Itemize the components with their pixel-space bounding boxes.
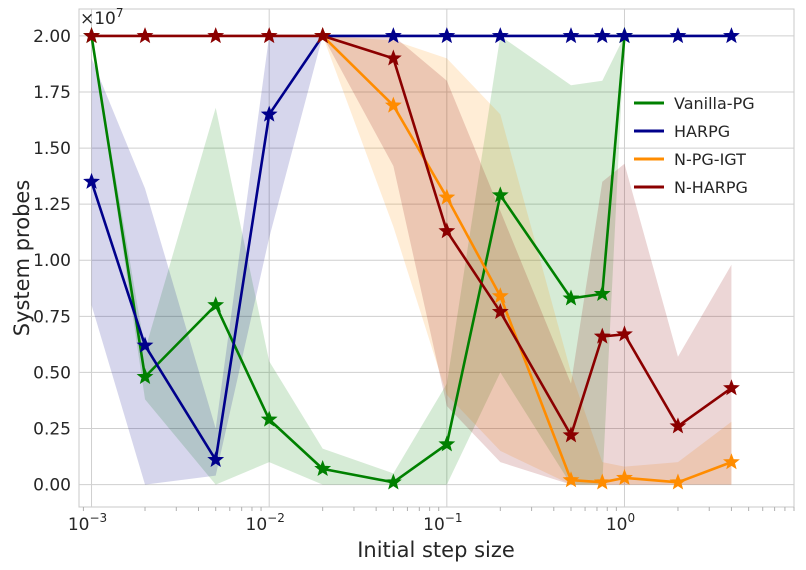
marker-harpg: [438, 27, 456, 44]
marker-harpg: [207, 451, 225, 468]
offset-exponent: 7: [116, 6, 124, 20]
marker-n-harpg: [438, 222, 456, 239]
y-axis-label: System probes: [10, 180, 34, 337]
legend-label-vanilla-pg: Vanilla-PG: [674, 94, 755, 113]
error-bands: [91, 35, 732, 485]
x-tick-exponent: −1: [445, 511, 463, 525]
marker-vanilla-pg: [314, 460, 332, 477]
marker-harpg: [593, 27, 611, 44]
x-tick-base: 10: [68, 515, 90, 535]
legend: Vanilla-PG HARPG N-PG-IGT N-HARPG: [634, 94, 755, 197]
x-tick-exponent: −2: [267, 511, 285, 525]
marker-n-harpg: [384, 49, 402, 66]
legend-label-harpg: HARPG: [674, 122, 730, 141]
marker-vanilla-pg: [491, 186, 509, 203]
marker-n-harpg: [669, 417, 687, 434]
x-tick-label: 100: [606, 511, 635, 535]
marker-vanilla-pg: [207, 296, 225, 313]
band-vanilla-pg: [91, 35, 625, 485]
marker-n-harpg: [207, 27, 225, 44]
marker-n-pg-igt: [562, 471, 580, 488]
marker-harpg: [562, 27, 580, 44]
marker-n-pg-igt: [384, 96, 402, 113]
band-n-harpg: [91, 35, 732, 485]
y-tick-label: 1.25: [33, 195, 71, 215]
legend-label-n-harpg: N-HARPG: [674, 178, 748, 197]
marker-n-pg-igt: [669, 473, 687, 490]
x-tick-label: 10−1: [423, 511, 462, 535]
y-tick-label: 1.50: [33, 139, 71, 159]
y-tick-label: 0.75: [33, 307, 71, 327]
marker-n-pg-igt: [438, 188, 456, 205]
marker-harpg: [384, 27, 402, 44]
x-tick-label: 10−2: [246, 511, 285, 535]
marker-n-pg-igt: [491, 287, 509, 304]
marker-harpg: [136, 336, 154, 353]
y-tick-label: 1.75: [33, 83, 71, 103]
band-n-pg-igt: [322, 35, 732, 485]
marker-n-pg-igt: [723, 453, 740, 470]
x-tick-labels: 10−3 10−2 10−1 100: [68, 511, 635, 535]
x-tick-exponent: 0: [627, 511, 635, 525]
marker-n-pg-igt: [616, 468, 633, 485]
marker-n-harpg: [562, 426, 580, 443]
marker-n-harpg: [723, 379, 740, 396]
marker-n-harpg: [136, 27, 154, 44]
marker-n-harpg: [616, 325, 633, 342]
y-tick-label: 2.00: [33, 27, 71, 47]
marker-vanilla-pg: [384, 473, 402, 490]
marker-n-harpg: [260, 27, 278, 44]
marker-n-pg-igt: [593, 473, 611, 490]
marker-vanilla-pg: [136, 368, 154, 385]
marker-harpg: [83, 172, 100, 189]
marker-n-harpg: [491, 302, 509, 319]
x-tick-base: 10: [606, 515, 628, 535]
y-tick-labels: 0.00 0.25 0.50 0.75 1.00 1.25 1.50 1.75 2.00: [33, 27, 71, 496]
series-markers: [83, 27, 740, 490]
x-axis-label: Initial step size: [357, 538, 515, 562]
x-tick-base: 10: [423, 515, 445, 535]
marker-vanilla-pg: [593, 285, 611, 302]
marker-harpg: [723, 27, 740, 44]
band-harpg: [91, 35, 732, 485]
y-tick-label: 0.25: [33, 419, 71, 439]
y-tick-label: 0.50: [33, 363, 71, 383]
x-tick-label: 10−3: [68, 511, 107, 535]
offset-text: ×107: [80, 6, 124, 29]
marker-n-harpg: [593, 327, 611, 344]
marker-harpg: [669, 27, 687, 44]
marker-harpg: [260, 105, 278, 122]
offset-base: ×10: [80, 9, 116, 29]
marker-n-harpg: [83, 27, 100, 44]
y-tick-label: 0.00: [33, 476, 71, 496]
y-tick-label: 1.00: [33, 251, 71, 271]
legend-label-n-pg-igt: N-PG-IGT: [674, 150, 746, 169]
x-tick-exponent: −3: [90, 511, 108, 525]
marker-harpg: [616, 27, 633, 44]
x-tick-base: 10: [246, 515, 268, 535]
marker-vanilla-pg: [562, 289, 580, 306]
marker-n-harpg: [314, 27, 332, 44]
marker-vanilla-pg: [260, 410, 278, 427]
marker-vanilla-pg: [438, 435, 456, 452]
marker-harpg: [491, 27, 509, 44]
